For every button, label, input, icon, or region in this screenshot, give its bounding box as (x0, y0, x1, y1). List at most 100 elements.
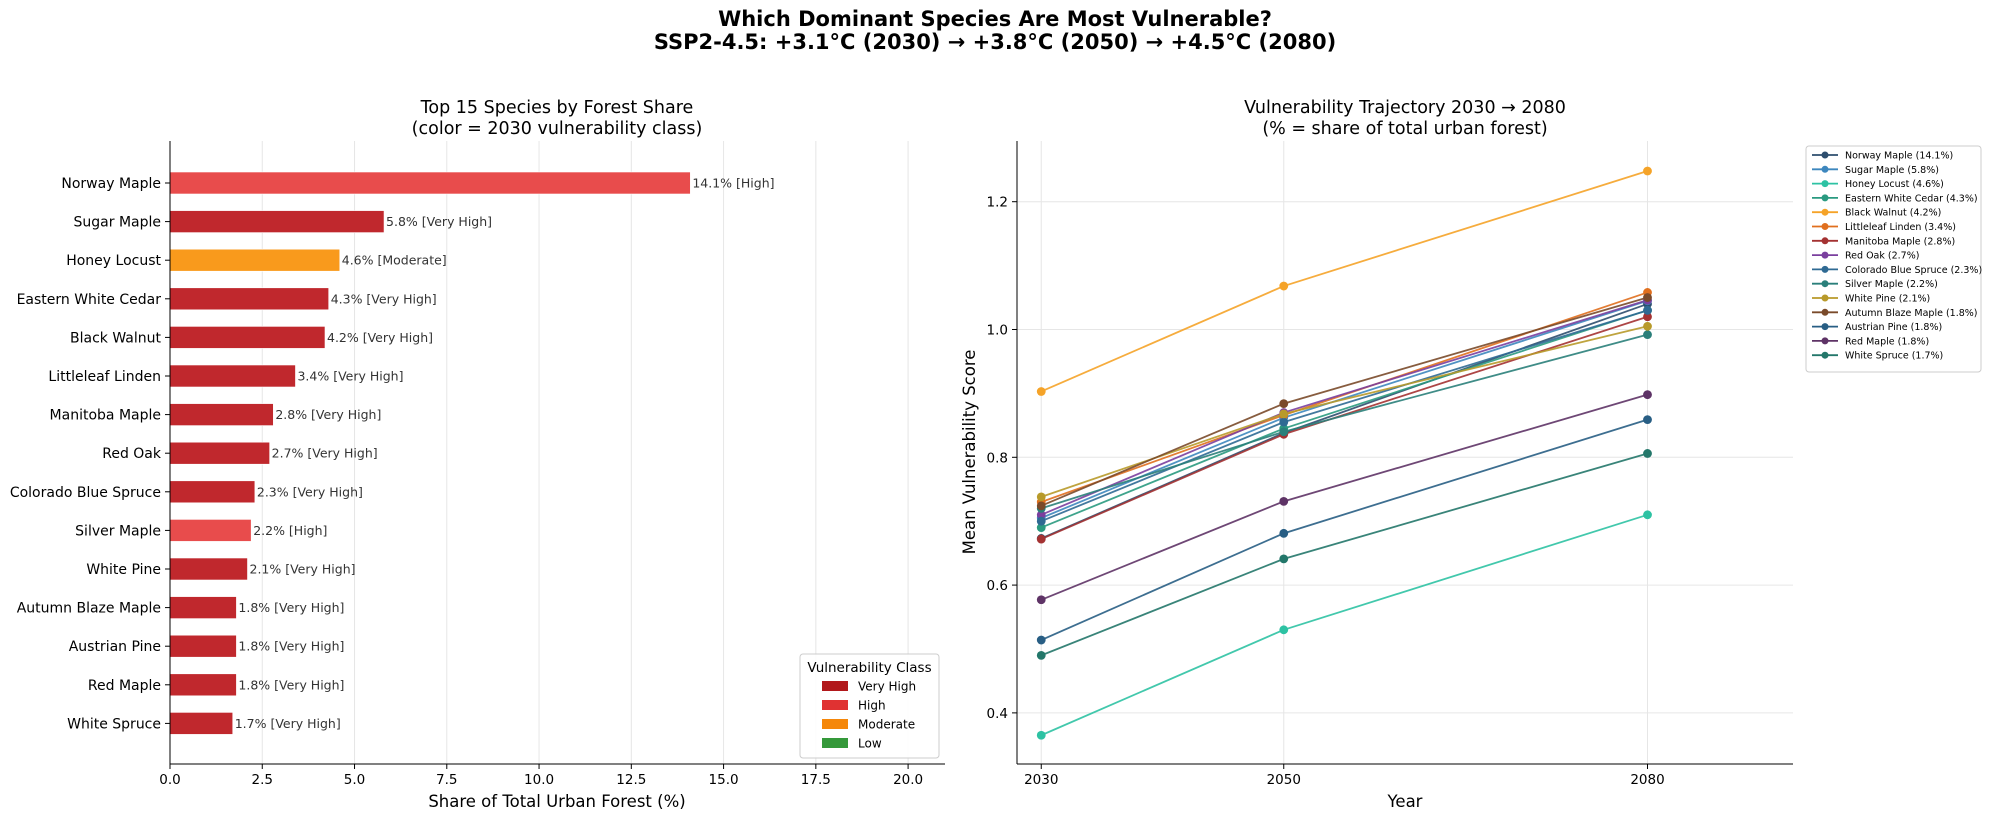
line-chart-x-tick-label: 2080 (1630, 772, 1664, 788)
bar (169, 634, 237, 658)
bar-value-label: 4.3% [Very High] (331, 291, 437, 306)
bar-chart-x-tick-label: 12.5 (616, 772, 646, 788)
bar-value-label: 1.7% [Very High] (235, 716, 341, 731)
species-legend-frame (1805, 145, 1982, 373)
line-chart-y-tick-label: 0.6 (987, 578, 1008, 594)
bar-category-label: Eastern White Cedar (17, 292, 162, 308)
bar-category-label: Austrian Pine (69, 639, 161, 655)
vulnerability-legend-title: Vulnerability Class (807, 660, 931, 676)
bar-value-label: 14.1% [High] (692, 176, 774, 191)
line-chart-grid (1017, 141, 1793, 764)
line-chart-x-tick-label: 2050 (1267, 772, 1301, 788)
species-legend-marker (1821, 337, 1829, 345)
line-chart-x-axis-label: Year (1387, 792, 1423, 811)
bar (169, 326, 326, 349)
bar (169, 673, 237, 697)
species-legend-marker (1821, 237, 1829, 245)
series-point (1279, 399, 1289, 409)
series-point (1036, 534, 1046, 544)
bar-value-label: 2.8% [Very High] (275, 407, 381, 422)
bar-value-label: 5.8% [Very High] (386, 214, 492, 229)
line-chart-y-tick-label: 0.4 (987, 706, 1008, 722)
series-line (1040, 393, 1648, 601)
bar-chart-x-tick-label: 7.5 (436, 772, 457, 788)
series-point (1643, 321, 1652, 331)
legend-swatch (822, 719, 848, 729)
bar-category-label: Norway Maple (61, 176, 161, 192)
series-point (1279, 409, 1289, 419)
bar-category-label: Manitoba Maple (50, 408, 161, 424)
bar-chart-subtitle: (color = 2030 vulnerability class) (412, 119, 703, 139)
bar-category-label: Littleleaf Linden (48, 369, 161, 385)
bar-chart-grid (169, 141, 909, 764)
species-legend-marker (1821, 294, 1829, 302)
bar-chart-x-tick-label: 20.0 (893, 772, 923, 788)
bar (169, 441, 270, 465)
bar (169, 480, 256, 504)
bar (169, 403, 274, 426)
bar-category-label: Black Walnut (70, 330, 161, 346)
bar-category-label: Autumn Blaze Maple (17, 601, 161, 617)
species-legend-label: White Spruce (1.7%) (1845, 351, 1943, 362)
bar-value-label: 4.6% [Moderate] (342, 253, 447, 268)
bar-chart-x-tick-label: 0.0 (159, 772, 180, 788)
bar (169, 557, 248, 581)
legend-label: Low (858, 737, 882, 751)
series-point (1036, 516, 1046, 526)
bar-chart-x-tick-label: 15.0 (709, 772, 739, 788)
bar (169, 519, 252, 542)
bar-value-label: 1.8% [Very High] (238, 600, 344, 615)
series-point (1036, 387, 1046, 396)
bar-chart-x-ticks: 0.0 2.5 5.0 7.5 10.0 12.5 15.0 17.5 20.0 (159, 764, 923, 788)
bar-chart-x-tick-label: 10.0 (524, 772, 554, 788)
species-legend-marker (1821, 308, 1829, 316)
series-point (1643, 449, 1652, 458)
series-point (1036, 595, 1046, 605)
bar (169, 287, 329, 311)
species-legend-marker (1821, 165, 1829, 173)
species-legend-label: Silver Maple (2.2%) (1845, 279, 1938, 290)
bar-category-label: Red Maple (88, 678, 161, 694)
series-point (1643, 293, 1652, 302)
species-legend-marker (1821, 251, 1829, 259)
suptitle-line-1: Which Dominant Species Are Most Vulnerab… (718, 7, 1272, 31)
bar (169, 171, 691, 195)
species-legend-label: White Pine (2.1%) (1845, 294, 1930, 305)
species-legend-label: Manitoba Maple (2.8%) (1845, 236, 1955, 247)
bar-value-label: 1.8% [Very High] (238, 639, 344, 654)
species-legend-label: Austrian Pine (1.8%) (1845, 322, 1942, 333)
line-chart-ticks: 0.4 0.6 0.8 1.0 1.2 2030 2050 2080 (987, 195, 1665, 788)
series-point (1643, 390, 1652, 400)
line-chart-y-tick-label: 1.2 (987, 195, 1008, 211)
series-point (1279, 417, 1289, 427)
species-legend-label: Autumn Blaze Maple (1.8%) (1845, 308, 1978, 319)
species-legend-label: Honey Locust (4.6%) (1845, 179, 1944, 190)
series-point (1279, 496, 1289, 506)
series-point (1279, 625, 1289, 635)
vulnerability-legend-entries: Very High High Moderate Low (822, 680, 916, 751)
series-point (1279, 554, 1289, 564)
series-point (1036, 635, 1046, 645)
species-legend-label: Red Maple (1.8%) (1845, 336, 1929, 347)
series-line (1040, 513, 1648, 737)
bar-value-label: 1.8% [Very High] (238, 677, 344, 692)
bar-category-label: Sugar Maple (74, 215, 161, 231)
suptitle-line-2: SSP2-4.5: +3.1°C (2030) → +3.8°C (2050) … (654, 30, 1336, 54)
series-point (1036, 650, 1046, 660)
legend-swatch (822, 738, 848, 748)
species-legend-marker (1821, 194, 1829, 202)
series-point (1643, 510, 1652, 520)
bar-value-label: 4.2% [Very High] (327, 330, 433, 345)
bar-category-label: White Pine (86, 562, 161, 578)
species-legend-marker (1821, 323, 1829, 331)
bar (169, 210, 385, 233)
bar-category-label: Colorado Blue Spruce (10, 485, 161, 501)
series-point (1643, 330, 1652, 340)
bar-category-label: White Spruce (67, 716, 161, 732)
line-chart-x-tick-label: 2030 (1024, 772, 1058, 788)
bar-chart-x-tick-label: 5.0 (344, 772, 365, 788)
species-legend-marker (1821, 208, 1829, 216)
species-legend-label: Red Oak (2.7%) (1845, 251, 1919, 262)
line-chart-y-axis-label: Mean Vulnerability Score (960, 350, 979, 555)
